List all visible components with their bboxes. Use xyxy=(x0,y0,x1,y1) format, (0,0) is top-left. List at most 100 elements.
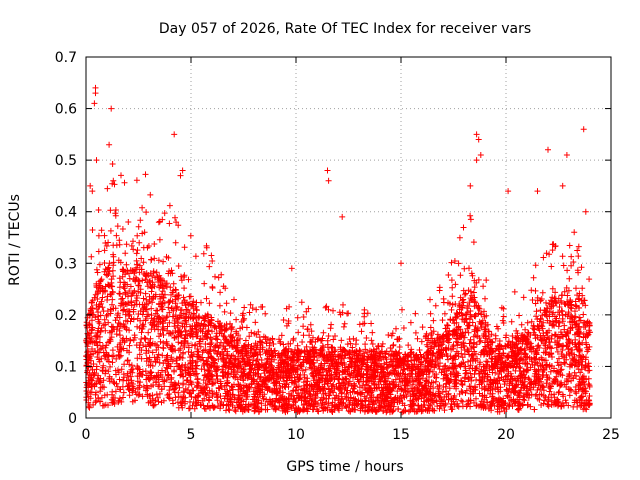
data-point xyxy=(542,357,549,364)
data-point xyxy=(206,263,213,270)
data-point xyxy=(436,284,443,291)
data-point xyxy=(577,317,584,324)
data-point xyxy=(511,288,518,295)
data-point xyxy=(170,400,177,407)
data-point xyxy=(127,337,134,344)
data-point xyxy=(117,291,123,297)
data-point xyxy=(335,393,342,400)
data-point xyxy=(290,337,297,344)
data-point xyxy=(135,223,142,230)
data-point xyxy=(538,363,545,370)
data-point xyxy=(580,311,587,318)
data-point xyxy=(571,229,578,236)
data-point xyxy=(121,361,128,368)
data-point xyxy=(196,313,202,320)
data-point xyxy=(448,259,455,266)
data-point xyxy=(136,239,143,246)
data-point xyxy=(413,377,420,384)
data-point xyxy=(526,376,533,383)
data-point xyxy=(139,204,146,211)
data-point xyxy=(126,275,133,282)
data-point xyxy=(200,402,207,409)
data-point xyxy=(120,389,127,396)
data-point xyxy=(241,304,248,311)
data-point xyxy=(568,253,575,260)
data-point xyxy=(467,362,474,369)
data-point xyxy=(426,374,432,380)
data-point xyxy=(470,239,477,246)
data-point xyxy=(280,317,287,323)
data-point xyxy=(212,273,218,280)
data-point xyxy=(414,335,421,342)
data-point xyxy=(477,359,484,366)
data-point xyxy=(340,301,346,308)
data-point xyxy=(116,341,123,348)
data-point xyxy=(536,391,543,398)
data-point xyxy=(361,313,368,320)
data-point xyxy=(566,242,573,249)
data-point xyxy=(239,324,246,331)
data-point xyxy=(393,325,399,332)
data-point xyxy=(443,388,450,395)
data-point xyxy=(487,383,494,390)
data-point xyxy=(182,302,189,309)
data-point xyxy=(203,244,210,251)
data-point xyxy=(119,226,126,232)
data-point xyxy=(441,310,448,317)
data-point xyxy=(407,319,414,326)
data-point xyxy=(110,323,117,330)
data-point xyxy=(501,381,508,388)
data-point xyxy=(465,329,472,336)
data-point xyxy=(525,330,532,337)
data-point xyxy=(338,337,345,344)
data-point xyxy=(88,253,95,260)
data-point xyxy=(329,383,336,389)
data-point xyxy=(528,287,535,294)
data-point xyxy=(136,351,143,358)
data-point xyxy=(102,240,109,246)
data-point xyxy=(134,378,141,385)
data-point xyxy=(88,357,94,364)
data-point xyxy=(97,312,104,319)
data-point xyxy=(143,209,150,216)
data-point xyxy=(158,386,165,393)
data-point xyxy=(168,267,175,274)
data-point xyxy=(120,394,126,401)
data-point xyxy=(161,210,168,217)
data-point xyxy=(586,276,593,283)
data-point xyxy=(140,295,147,302)
data-point xyxy=(115,257,122,264)
data-point xyxy=(286,303,293,310)
data-point xyxy=(260,333,267,340)
data-point xyxy=(210,405,217,411)
data-point xyxy=(535,342,542,349)
data-point xyxy=(109,359,116,366)
data-point xyxy=(542,350,549,356)
data-point xyxy=(572,388,579,395)
data-point xyxy=(363,335,370,341)
data-point xyxy=(296,408,303,415)
data-point xyxy=(171,367,178,374)
data-point xyxy=(185,276,192,283)
data-point xyxy=(530,274,537,281)
data-point xyxy=(574,247,581,254)
data-point xyxy=(566,392,573,399)
data-point xyxy=(113,232,120,239)
data-point xyxy=(176,353,183,360)
data-point xyxy=(303,308,310,315)
data-point xyxy=(142,343,149,350)
data-point xyxy=(143,355,150,362)
data-point xyxy=(549,285,556,292)
data-point xyxy=(105,358,112,365)
data-point xyxy=(467,212,474,219)
data-point xyxy=(415,402,421,409)
data-point xyxy=(448,406,455,413)
data-point xyxy=(500,313,507,320)
data-point xyxy=(97,277,104,284)
data-point xyxy=(277,340,284,347)
data-point xyxy=(171,323,178,330)
data-point xyxy=(170,280,177,287)
data-point xyxy=(232,408,239,415)
data-point xyxy=(218,339,224,346)
data-point xyxy=(116,376,123,383)
